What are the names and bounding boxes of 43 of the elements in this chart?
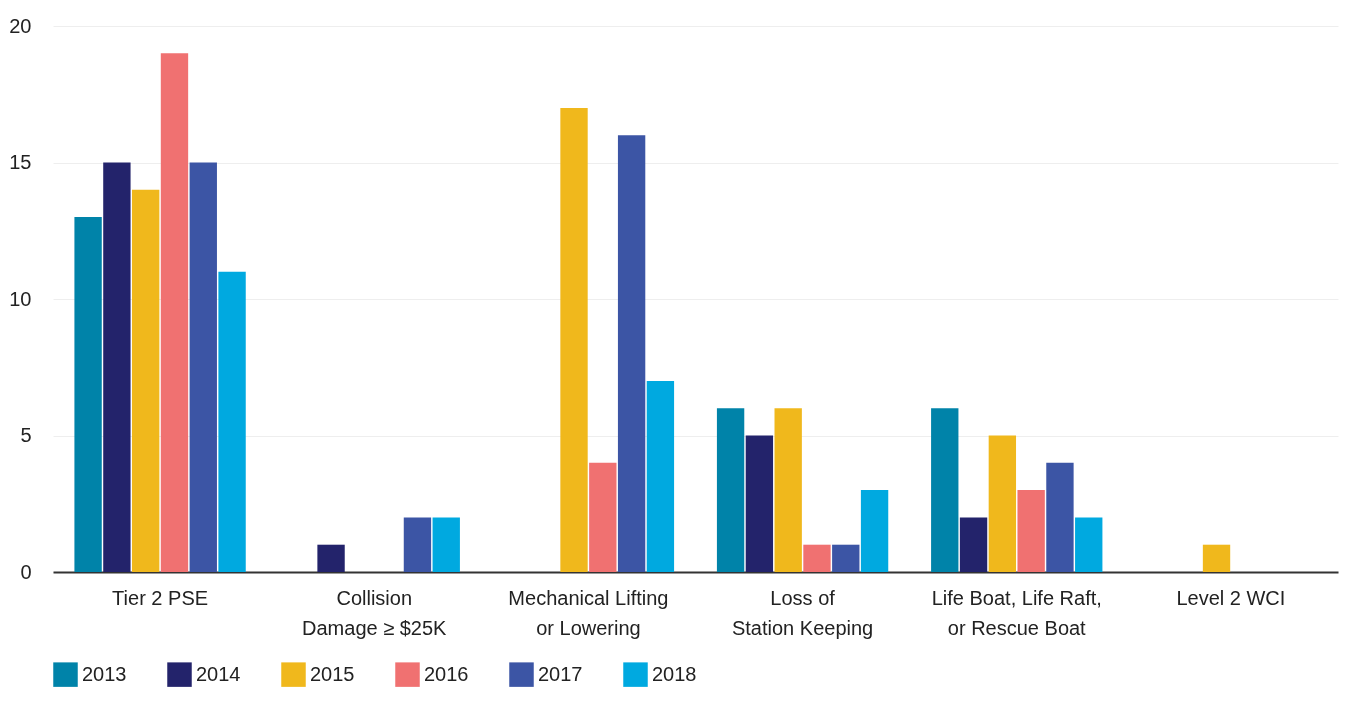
x-tick-label: Loss of Station Keeping xyxy=(731,586,874,639)
legend-label: 2016 xyxy=(424,662,469,685)
bar xyxy=(832,544,860,572)
bar xyxy=(646,380,675,572)
y-tick-label: 5 xyxy=(20,424,32,446)
legend-label: 2015 xyxy=(310,662,355,685)
y-tick-label: 15 xyxy=(9,151,32,173)
legend-label: 2014 xyxy=(196,662,241,685)
x-tick-label: Level 2 WCI xyxy=(1176,586,1286,609)
bar xyxy=(860,490,889,572)
bar xyxy=(1046,462,1074,572)
x-tick-label: Life Boat, Life Raft, or Rescue Boat xyxy=(931,586,1102,639)
bar xyxy=(617,135,646,572)
bar xyxy=(803,544,831,572)
bar xyxy=(160,53,189,572)
bar xyxy=(103,162,131,572)
y-tick-label: 20 xyxy=(9,14,32,37)
bar xyxy=(745,435,774,572)
bar xyxy=(589,462,617,572)
bar xyxy=(432,517,460,572)
bar xyxy=(132,189,160,572)
bar xyxy=(1017,490,1045,572)
x-tick-label: Collision Damage ≥ $25K xyxy=(302,586,448,639)
y-tick-label: 10 xyxy=(9,287,32,310)
bar xyxy=(716,408,745,572)
legend-label: 2013 xyxy=(82,662,127,685)
bar xyxy=(959,517,988,572)
bar xyxy=(1202,544,1231,572)
bar xyxy=(560,107,588,572)
x-tick-label: Tier 2 PSE xyxy=(112,586,209,609)
bar xyxy=(774,408,802,572)
bar xyxy=(931,408,959,572)
bar xyxy=(403,517,432,572)
bar xyxy=(74,217,102,572)
x-tick-label: Mechanical Lifting or Lowering xyxy=(508,586,669,639)
bar xyxy=(988,435,1017,572)
bar xyxy=(218,271,246,572)
legend-label: 2018 xyxy=(652,662,697,685)
legend-label: 2017 xyxy=(538,662,583,685)
y-tick-label: 0 xyxy=(20,560,32,583)
bar xyxy=(189,162,217,572)
bar xyxy=(1075,517,1103,572)
bar xyxy=(317,544,345,572)
